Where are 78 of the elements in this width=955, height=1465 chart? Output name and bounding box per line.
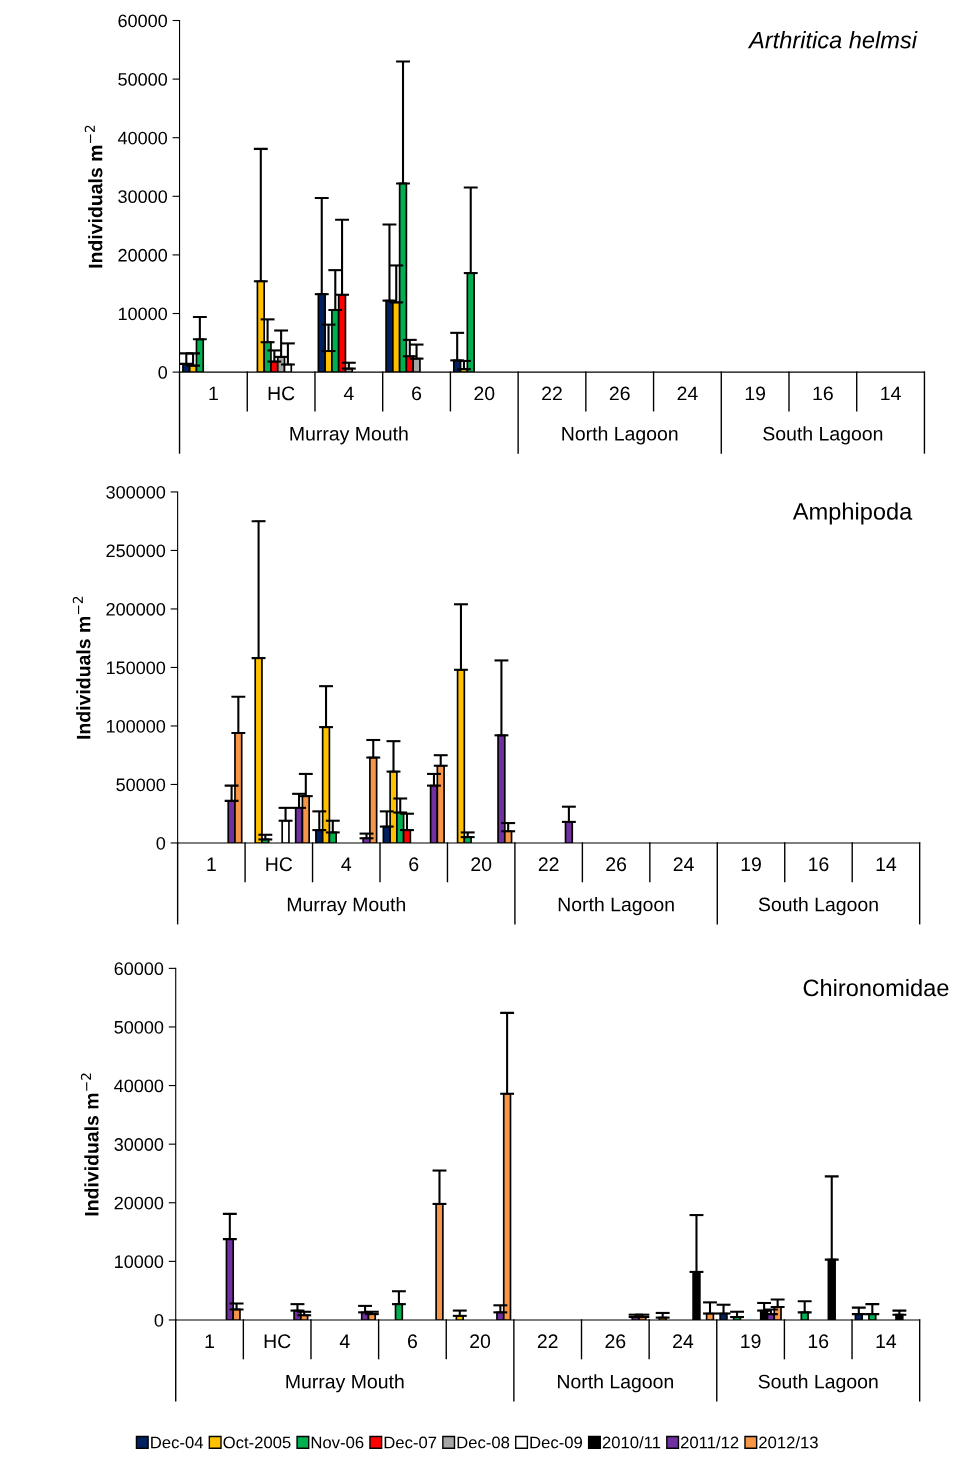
y-tick-label: 0	[154, 1313, 164, 1327]
x-tick-label: 26	[605, 1334, 626, 1349]
text: Murray Mouth	[287, 897, 405, 916]
y-tick-label: 60000	[114, 962, 164, 976]
chart-title: Amphipoda	[792, 502, 913, 525]
y-axis-title: Individuals m$^{−2}$	[80, 1073, 99, 1216]
x-tick-label: 20	[471, 857, 492, 872]
text: South Lagoon	[758, 897, 878, 916]
y-tick-label: 60000	[118, 14, 168, 28]
text: North Lagoon	[558, 897, 674, 916]
x-tick-label: HC	[266, 857, 293, 872]
y-tick-label: 30000	[114, 1138, 164, 1151]
y-tick-label: 20000	[118, 248, 168, 262]
y-tick-label: 300000	[106, 485, 166, 499]
x-tick-label: 6	[409, 857, 419, 872]
x-tick-label: 1	[209, 386, 218, 401]
x-tick-label: 26	[609, 386, 630, 401]
text: South Lagoon	[763, 426, 883, 445]
legend-label: Dec-04	[151, 1436, 204, 1449]
x-tick-label: 22	[538, 857, 559, 871]
text: North Lagoon	[558, 1374, 673, 1393]
y-tick-label: 40000	[114, 1079, 164, 1093]
legend-label: Oct-2005	[223, 1436, 291, 1449]
y-tick-label: 30000	[118, 190, 168, 204]
y-tick-label: 10000	[118, 307, 168, 321]
y-tick-label: 250000	[106, 544, 166, 558]
legend-label: 2010/11	[602, 1436, 661, 1449]
y-tick-label: 50000	[116, 778, 166, 792]
x-tick-label: 24	[673, 1334, 694, 1348]
legend-label: 2011/12	[680, 1436, 739, 1449]
y-tick-label: 40000	[117, 131, 168, 145]
x-tick-label: 16	[808, 1334, 829, 1349]
legend-label: Nov-06	[311, 1436, 364, 1449]
x-tick-label: 16	[809, 857, 829, 872]
y-tick-label: 50000	[118, 73, 168, 86]
y-tick-label: 150000	[106, 661, 166, 675]
text: North Lagoon	[562, 426, 678, 445]
x-tick-label: 4	[341, 857, 352, 871]
legend-label: Dec-08	[457, 1436, 510, 1449]
y-tick-label: 10000	[115, 1255, 164, 1269]
chart-title: Arthritica helmsi	[747, 31, 918, 49]
x-tick-label: 26	[606, 857, 627, 872]
x-tick-label: HC	[268, 386, 295, 401]
x-tick-label: 19	[741, 1334, 761, 1349]
legend-label: Dec-07	[384, 1436, 437, 1449]
y-axis-title: Individuals m$^{−2}$	[84, 125, 103, 268]
y-tick-label: 0	[158, 366, 168, 379]
x-tick-label: 1	[205, 1334, 214, 1348]
text: Murray Mouth	[286, 1374, 404, 1393]
x-tick-label: 16	[813, 386, 833, 401]
x-tick-label: 14	[876, 857, 897, 871]
text: South Lagoon	[758, 1374, 878, 1393]
x-tick-label: HC	[264, 1334, 291, 1349]
x-tick-label: 6	[412, 386, 422, 401]
y-tick-label: 100000	[106, 719, 166, 733]
legend-label: 2012/13	[759, 1436, 818, 1449]
y-tick-label: 200000	[106, 602, 166, 616]
x-tick-label: 20	[474, 386, 495, 401]
x-tick-label: 19	[745, 386, 766, 401]
text: Murray Mouth	[290, 426, 408, 445]
y-tick-label: 0	[156, 836, 166, 850]
x-tick-label: 24	[673, 857, 694, 871]
y-tick-label: 20000	[114, 1196, 164, 1210]
x-tick-label: 22	[537, 1334, 558, 1348]
x-tick-label: 14	[876, 1334, 897, 1348]
x-tick-label: 1	[207, 857, 216, 871]
x-tick-label: 19	[741, 857, 761, 872]
y-axis-title: Individuals m$^{−2}$	[72, 596, 91, 739]
chart-title: Chironomidae	[803, 978, 949, 997]
x-tick-label: 22	[542, 386, 562, 401]
x-tick-label: 14	[881, 386, 901, 401]
x-tick-label: 24	[677, 386, 698, 401]
x-tick-label: 6	[408, 1334, 417, 1349]
legend-label: Dec-09	[530, 1436, 582, 1449]
x-tick-label: 4	[343, 386, 354, 401]
x-tick-label: 4	[339, 1334, 350, 1348]
x-tick-label: 20	[470, 1334, 491, 1349]
y-tick-label: 50000	[114, 1020, 164, 1034]
